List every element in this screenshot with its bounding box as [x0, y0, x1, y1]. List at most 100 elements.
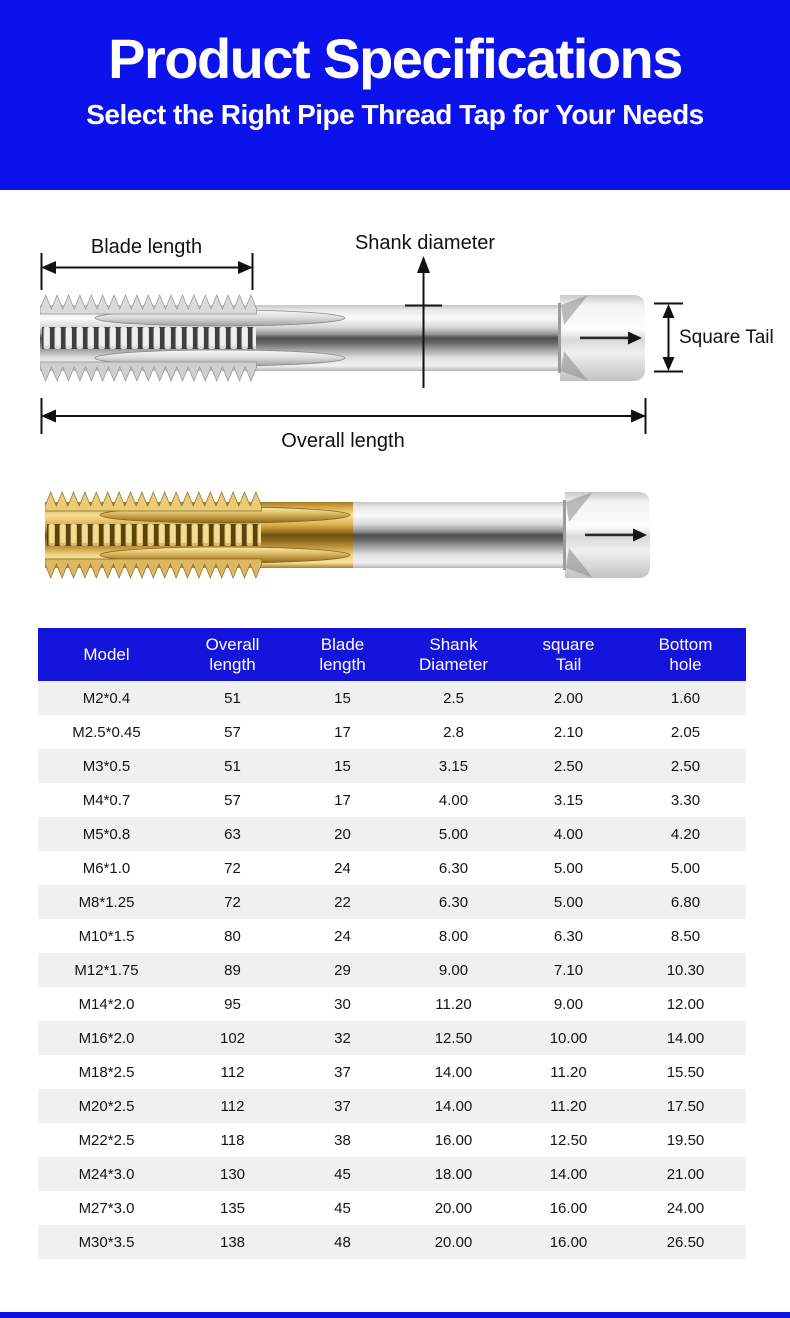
table-cell: 32: [334, 1029, 351, 1047]
table-cell: 3.15: [438, 757, 469, 775]
table-row: M27*3.0 135 45 20.00 16.00 24.00: [38, 1191, 746, 1225]
table-row: M24*3.0 130 45 18.00 14.00 21.00: [38, 1157, 746, 1191]
spec-table: Model Overall length Blade length Shank Diamet…: [38, 628, 746, 1259]
table-cell: M8*1.25: [78, 893, 135, 911]
table-cell: 5.00: [553, 893, 584, 911]
table-cell: 6.30: [553, 927, 584, 945]
table-cell: 11.20: [435, 995, 472, 1013]
table-cell: 6.80: [670, 893, 701, 911]
table-cell: 14.00: [666, 1029, 705, 1047]
table-cell: 21.00: [666, 1165, 705, 1183]
table-cell: 57: [224, 723, 241, 741]
table-cell: 130: [219, 1165, 246, 1183]
table-cell: 38: [334, 1131, 351, 1149]
table-cell: 8.00: [438, 927, 469, 945]
table-cell: 118: [220, 1131, 245, 1149]
column-header: Bottom hole: [625, 628, 746, 681]
table-cell: 20: [334, 825, 351, 843]
table-cell: M18*2.5: [78, 1063, 135, 1081]
table-cell: 11.20: [550, 1097, 587, 1115]
table-cell: 15: [334, 689, 351, 707]
column-header: square Tail: [512, 628, 625, 681]
gold-tap-figure: [0, 465, 790, 628]
table-row: M2*0.4 51 15 2.5 2.00 1.60: [38, 681, 746, 715]
table-cell: 112: [220, 1097, 245, 1115]
table-cell: 10.30: [666, 961, 705, 979]
table-cell: 57: [224, 791, 241, 809]
blade-length-label: Blade length: [90, 236, 203, 258]
table-cell: 3.30: [670, 791, 701, 809]
table-cell: 37: [334, 1097, 351, 1115]
table-cell: 17: [334, 723, 351, 741]
table-cell: 45: [334, 1165, 351, 1183]
table-cell: 5.00: [670, 859, 701, 877]
table-cell: M5*0.8: [82, 825, 131, 843]
table-row: M8*1.25 72 22 6.30 5.00 6.80: [38, 885, 746, 919]
table-cell: 4.20: [670, 825, 701, 843]
table-cell: 138: [219, 1233, 246, 1251]
table-row: M2.5*0.45 57 17 2.8 2.10 2.05: [38, 715, 746, 749]
table-cell: 4.00: [438, 791, 469, 809]
table-cell: 80: [224, 927, 241, 945]
table-cell: M16*2.0: [78, 1029, 135, 1047]
silver-tap-image: [39, 293, 645, 383]
table-cell: 63: [224, 825, 241, 843]
table-cell: 16.00: [549, 1199, 588, 1217]
table-cell: 51: [224, 689, 241, 707]
table-cell: 72: [224, 859, 241, 877]
table-cell: 24.00: [666, 1199, 705, 1217]
table-cell: M30*3.5: [78, 1233, 135, 1251]
shank-diameter-label: Shank diameter: [354, 232, 496, 254]
table-cell: 9.00: [553, 995, 584, 1013]
tap-dimension-diagram: Blade length Shank diameter Square Tail …: [0, 190, 790, 465]
table-row: M20*2.5 112 37 14.00 11.20 17.50: [38, 1089, 746, 1123]
table-cell: 6.30: [438, 859, 469, 877]
table-cell: M24*3.0: [78, 1165, 135, 1183]
table-cell: 15.50: [666, 1063, 705, 1081]
table-cell: 26.50: [666, 1233, 705, 1251]
table-cell: 2.5: [443, 689, 464, 707]
spec-table-section: Model Overall length Blade length Shank Diamet…: [38, 628, 746, 1259]
table-cell: 24: [334, 859, 351, 877]
table-cell: 5.00: [553, 859, 584, 877]
table-cell: 14.00: [434, 1063, 473, 1081]
table-cell: 22: [334, 893, 351, 911]
table-cell: M22*2.5: [78, 1131, 135, 1149]
table-row: M6*1.0 72 24 6.30 5.00 5.00: [38, 851, 746, 885]
table-cell: M2.5*0.45: [72, 723, 141, 741]
table-row: M3*0.5 51 15 3.15 2.50 2.50: [38, 749, 746, 783]
bottom-accent-bar: [0, 1312, 790, 1318]
table-cell: 3.15: [553, 791, 584, 809]
table-cell: 135: [219, 1199, 246, 1217]
table-cell: 19.50: [666, 1131, 705, 1149]
table-cell: 18.00: [434, 1165, 473, 1183]
table-cell: 17: [334, 791, 351, 809]
table-cell: 72: [224, 893, 241, 911]
column-header: Model: [38, 628, 175, 681]
table-cell: 112: [220, 1063, 245, 1081]
table-cell: 15: [334, 757, 351, 775]
table-cell: 17.50: [666, 1097, 705, 1115]
table-cell: 51: [224, 757, 241, 775]
table-cell: 2.05: [670, 723, 701, 741]
table-cell: M14*2.0: [78, 995, 135, 1013]
table-cell: 30: [334, 995, 351, 1013]
column-header: Overall length: [175, 628, 290, 681]
table-row: M4*0.7 57 17 4.00 3.15 3.30: [38, 783, 746, 817]
overall-length-label: Overall length: [281, 430, 405, 452]
table-cell: 20.00: [434, 1233, 473, 1251]
page-header: Product Specifications Select the Right …: [0, 0, 790, 190]
table-row: M5*0.8 63 20 5.00 4.00 4.20: [38, 817, 746, 851]
table-cell: 24: [334, 927, 351, 945]
tap-drawing-icon: [39, 294, 645, 382]
table-cell: 9.00: [438, 961, 469, 979]
table-cell: M10*1.5: [78, 927, 135, 945]
table-cell: M27*3.0: [78, 1199, 135, 1217]
table-cell: 8.50: [670, 927, 701, 945]
column-header: Shank Diameter: [395, 628, 512, 681]
table-cell: 1.60: [670, 689, 701, 707]
table-cell: 7.10: [553, 961, 584, 979]
table-cell: M3*0.5: [82, 757, 131, 775]
column-header: Blade length: [290, 628, 395, 681]
table-cell: 12.50: [549, 1131, 588, 1149]
